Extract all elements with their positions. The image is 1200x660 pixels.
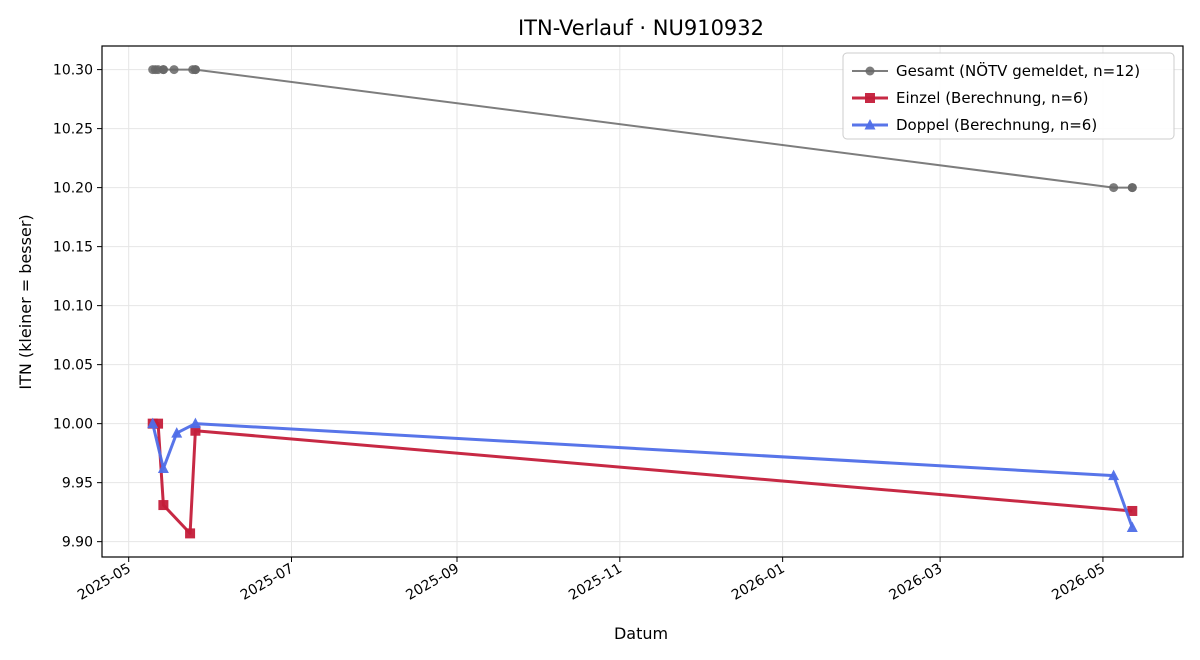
plot-frame — [101, 45, 1184, 558]
data-point — [153, 418, 164, 429]
x-tick-label: 2025-07 — [238, 561, 297, 604]
legend-label: Doppel (Berechnung, n=6) — [896, 116, 1097, 134]
legend-marker — [865, 66, 875, 76]
legend: Gesamt (NÖTV gemeldet, n=12) Einzel (Bere… — [842, 52, 1175, 140]
y-tick-label: 10.25 — [53, 122, 93, 138]
x-tick-label: 2025-05 — [75, 561, 134, 604]
x-axis-label: Datum — [614, 624, 668, 643]
y-tick-label: 10.15 — [53, 240, 93, 256]
data-point — [147, 417, 159, 429]
data-point — [190, 65, 200, 75]
x-tick-label: 2026-03 — [886, 561, 945, 604]
x-tick-label: 2026-05 — [1049, 561, 1108, 604]
data-point — [171, 427, 183, 438]
x-axis-ticks: 2025-05 2025-07 2025-09 2025-11 2026-01 2026-… — [75, 557, 1108, 604]
series-line — [151, 422, 1134, 529]
legend-box — [842, 52, 1175, 140]
y-tick-label: 10.20 — [53, 181, 93, 197]
y-tick-label: 10.10 — [53, 299, 93, 315]
data-point — [190, 425, 201, 436]
legend-marker — [864, 119, 876, 130]
data-point — [1126, 521, 1138, 532]
data-point — [1127, 505, 1138, 516]
y-tick-label: 9.95 — [62, 476, 93, 492]
y-tick-label: 10.00 — [53, 417, 93, 433]
y-tick-label: 10.05 — [53, 358, 93, 374]
data-point — [1109, 183, 1119, 193]
x-tick-label: 2025-11 — [566, 561, 625, 604]
y-tick-label: 9.90 — [62, 535, 93, 551]
data-point — [185, 528, 196, 539]
legend-label: Einzel (Berechnung, n=6) — [896, 89, 1088, 107]
data-point — [1127, 183, 1137, 193]
series-line — [152, 422, 1133, 535]
legend-marker — [865, 93, 875, 103]
chart-title: ITN-Verlauf · NU910932 — [518, 16, 764, 40]
data-point — [169, 65, 179, 75]
data-point — [189, 417, 201, 429]
y-tick-label: 10.30 — [53, 63, 93, 79]
series-layer — [147, 65, 1138, 539]
y-axis-ticks: 9.90 9.95 10.00 10.05 10.10 10.15 10.20 10.25 10… — [53, 63, 102, 551]
series-2 — [147, 418, 1138, 539]
data-point — [157, 462, 169, 473]
series-1 — [148, 65, 1137, 193]
x-tick-label: 2026-01 — [729, 561, 788, 604]
series-3 — [147, 417, 1138, 532]
x-tick-label: 2025-09 — [403, 561, 462, 604]
legend-label: Gesamt (NÖTV gemeldet, n=12) — [896, 61, 1140, 80]
y-axis-label: ITN (kleiner = besser) — [16, 214, 35, 389]
data-point — [158, 65, 168, 75]
data-point — [1108, 469, 1120, 481]
data-point — [158, 500, 169, 511]
